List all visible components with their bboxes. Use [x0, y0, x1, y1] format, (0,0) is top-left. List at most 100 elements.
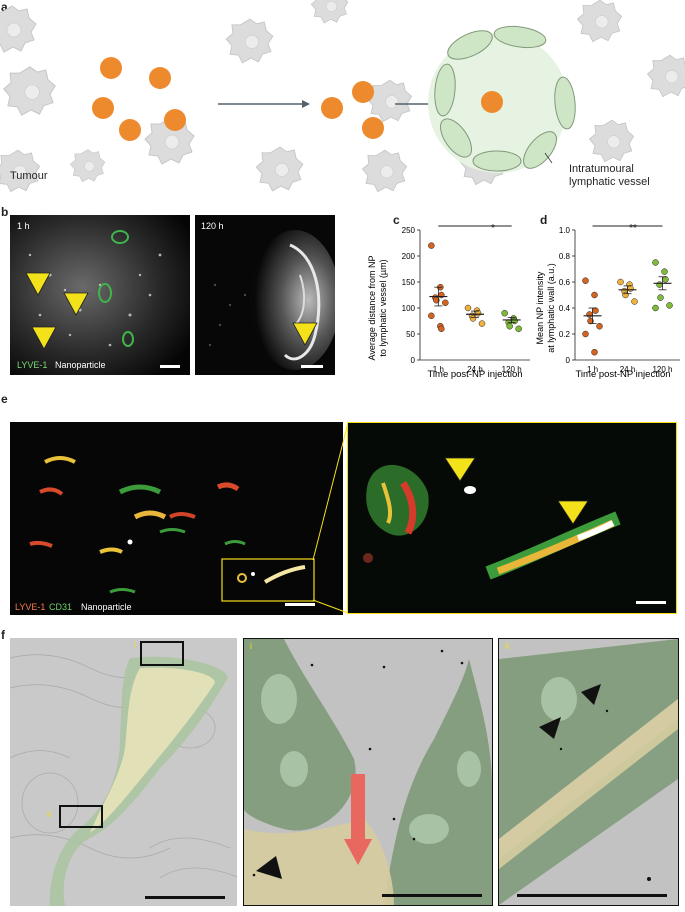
data-point — [591, 291, 598, 299]
data-point — [586, 311, 593, 318]
lymphatic-vessel — [428, 25, 576, 173]
data-point — [582, 277, 589, 284]
data-point — [592, 307, 599, 314]
x-tick-label: 24 h — [620, 365, 636, 374]
data-point — [582, 330, 589, 338]
roi-label-i: i — [134, 640, 136, 650]
data-point — [428, 242, 435, 249]
panel-a: a — [0, 0, 685, 200]
scale-bar — [285, 603, 315, 606]
data-point — [591, 348, 598, 356]
scale-bar — [301, 365, 323, 368]
chart-d-ylabel-1: Mean NP intensity — [535, 271, 545, 344]
micrograph-e-overview: LYVE-1 CD31 Nanoparticle — [10, 422, 343, 615]
scale-bar — [517, 894, 667, 897]
data-point — [652, 259, 659, 266]
data-point — [469, 315, 477, 322]
micrograph-e-zoom-image — [348, 423, 676, 613]
y-tick-label: 0 — [411, 356, 416, 365]
y-tick-label: 0.8 — [559, 252, 571, 261]
data-point — [666, 302, 673, 309]
y-tick-label: 0.2 — [559, 330, 571, 339]
zoom-connector-lines — [312, 422, 349, 614]
scale-bar — [145, 896, 225, 899]
em-zoom-i: i — [243, 638, 493, 906]
chart-c-xlabel: Time post-NP injection — [427, 369, 522, 380]
scale-bar — [382, 894, 482, 897]
roi-label-i: i — [250, 641, 252, 651]
data-point — [631, 298, 638, 305]
nanoparticles-approaching — [321, 81, 384, 139]
y-tick-label: 150 — [402, 278, 416, 287]
arrow-1 — [218, 100, 310, 108]
x-tick-label: 120 h — [652, 365, 672, 374]
micrograph-e-overview-image — [10, 422, 343, 615]
chart-c-ylabel-1: Average distance from NP — [367, 256, 377, 361]
chart-c: Average distance from NP to lymphatic ve… — [367, 223, 530, 380]
y-tick-label: 100 — [402, 304, 416, 313]
data-point — [627, 285, 634, 292]
tumour-label: Tumour — [10, 170, 48, 182]
chart-d-ylabel-2: at lymphatic wall (a.u.) — [546, 263, 556, 353]
y-tick-label: 0.6 — [559, 278, 571, 287]
vessel-label-line1: Intratumoural — [569, 163, 634, 175]
y-tick-label: 0 — [566, 356, 571, 365]
micrograph-120h: 120 h — [195, 215, 335, 375]
em-overview: i ii — [10, 638, 237, 906]
data-point — [656, 281, 663, 288]
time-label-120h: 120 h — [201, 221, 224, 231]
data-point — [478, 320, 486, 327]
panel-a-schematic — [0, 0, 685, 193]
panel-label-a: a — [1, 0, 8, 14]
data-point — [511, 317, 518, 325]
roi-label-ii: ii — [505, 641, 509, 651]
vessel-label-line2: lymphatic vessel — [569, 176, 650, 188]
micrograph-1h: 1 h LYVE-1 Nanoparticle — [10, 215, 190, 375]
data-point — [596, 322, 603, 330]
x-tick-label: 1 h — [433, 365, 444, 374]
y-tick-label: 0.4 — [559, 304, 571, 313]
micrograph-e-zoom — [347, 422, 677, 614]
data-point — [657, 294, 664, 301]
data-point — [515, 325, 522, 333]
em-zoom-i-image — [244, 639, 492, 905]
panel-label-d: d — [540, 213, 548, 227]
y-tick-label: 1.0 — [559, 226, 571, 235]
data-point — [433, 296, 440, 304]
data-point — [652, 304, 659, 312]
x-tick-label: 24 h — [467, 365, 483, 374]
chart-c-significance: * — [491, 223, 495, 234]
data-point — [501, 309, 508, 317]
chart-d-xlabel: Time post-NP injection — [575, 369, 670, 380]
scale-bar — [160, 365, 180, 368]
time-label-1h: 1 h — [17, 221, 30, 231]
data-point — [617, 278, 624, 286]
legend-lyve1: LYVE-1 — [17, 360, 48, 370]
legend-cd31: CD31 — [49, 602, 73, 612]
panel-label-f: f — [1, 628, 5, 642]
chart-d: Mean NP intensity at lymphatic wall (a.u… — [535, 223, 680, 380]
micrograph-120h-image — [195, 215, 335, 375]
y-tick-label: 250 — [402, 226, 416, 235]
em-zoom-ii: ii — [498, 638, 679, 906]
panel-label-e: e — [1, 392, 8, 406]
data-point — [464, 304, 472, 312]
legend-lyve1: LYVE-1 — [15, 602, 46, 612]
x-tick-label: 1 h — [587, 365, 598, 374]
panel-label-b: b — [1, 205, 9, 219]
data-point — [506, 322, 513, 330]
data-point — [661, 268, 668, 275]
data-point — [438, 325, 445, 333]
y-tick-label: 50 — [406, 330, 415, 339]
scale-bar — [636, 601, 666, 604]
data-point — [442, 299, 449, 307]
chart-d-significance: ** — [629, 223, 637, 234]
nanoparticles-free — [92, 57, 186, 141]
x-tick-label: 120 h — [502, 365, 522, 374]
data-point — [428, 312, 435, 320]
legend-nanoparticle: Nanoparticle — [55, 360, 106, 370]
legend-nanoparticle: Nanoparticle — [81, 602, 132, 612]
em-zoom-ii-image — [499, 639, 678, 905]
y-tick-label: 200 — [402, 252, 416, 261]
data-point — [662, 276, 669, 283]
